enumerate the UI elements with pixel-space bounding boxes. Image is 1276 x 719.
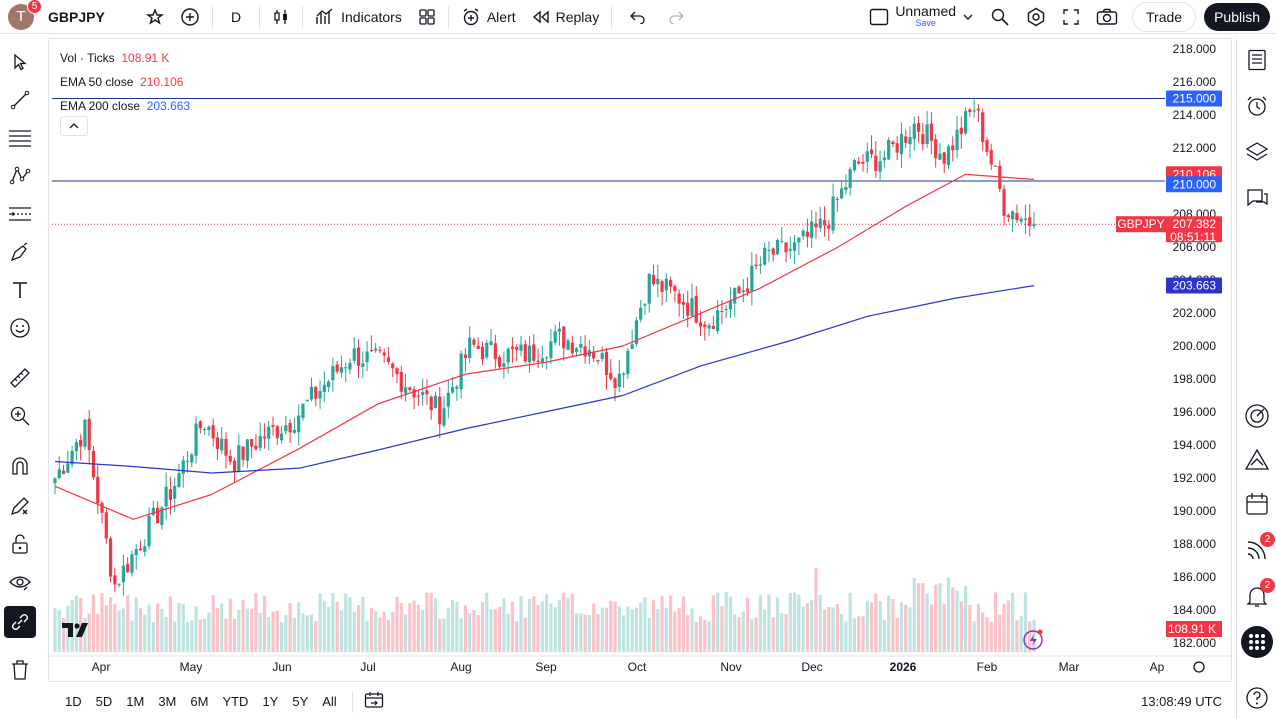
trash-icon[interactable] (4, 654, 36, 686)
avatar-letter: T (16, 8, 26, 25)
interval-button[interactable]: D (231, 8, 242, 25)
fullscreen-icon[interactable] (1054, 2, 1088, 32)
range-1y[interactable]: 1Y (262, 694, 279, 709)
forecast-icon[interactable] (4, 198, 36, 230)
calendar-icon[interactable] (1241, 488, 1273, 520)
save-link[interactable]: Save (915, 17, 936, 28)
range-5y[interactable]: 5Y (292, 694, 309, 709)
range-all[interactable]: All (322, 694, 337, 709)
range-1m[interactable]: 1M (126, 694, 145, 709)
ema50-label: EMA 50 close (60, 75, 134, 89)
redo-icon[interactable] (660, 2, 692, 32)
add-symbol-icon[interactable] (172, 2, 208, 32)
replay-label: Replay (555, 8, 600, 25)
quick-search-icon[interactable] (982, 2, 1018, 32)
separator (259, 5, 261, 28)
alarm-clock-icon[interactable] (1241, 90, 1273, 122)
trend-line-icon[interactable] (4, 84, 36, 116)
separator (212, 5, 213, 28)
brush-icon[interactable] (4, 236, 36, 268)
ema200-value: 203.663 (146, 99, 191, 113)
separator (447, 5, 449, 28)
notifications-badge: 2 (1260, 578, 1275, 593)
date-range-icon[interactable] (357, 691, 391, 712)
zoom-in-icon[interactable] (4, 400, 36, 432)
legend-collapse-button[interactable] (60, 116, 88, 136)
alarm-icon (463, 7, 479, 25)
indicator-legend: Vol · Ticks 108.91 K EMA 50 close 210.10… (60, 46, 190, 118)
indicators-button[interactable]: Indicators (307, 2, 410, 32)
indicators-icon (316, 8, 333, 24)
pattern-icon[interactable] (4, 160, 36, 192)
notification-badge: 5 (27, 0, 42, 14)
vol-label: Vol · Ticks (60, 51, 115, 65)
ruler-icon[interactable] (4, 362, 36, 394)
top-toolbar: T 5 GBPJPY D Indicators Alert Replay Unn… (0, 0, 1276, 34)
link-icon[interactable] (4, 606, 36, 638)
target-icon[interactable] (1241, 400, 1273, 432)
legend-ema50[interactable]: EMA 50 close 210.106 (60, 70, 190, 94)
clock-timezone[interactable]: 13:08:49 UTC (1141, 694, 1222, 709)
layout-select[interactable]: Unnamed Save (861, 2, 982, 32)
camera-icon[interactable] (1088, 2, 1126, 32)
layouts-icon[interactable] (410, 2, 444, 32)
tradingview-logo (62, 621, 94, 644)
replay-button[interactable]: Replay (524, 2, 608, 32)
drawing-toolbar (0, 40, 40, 719)
eye-icon[interactable] (4, 566, 36, 598)
chevron-down-icon (963, 14, 973, 20)
user-avatar[interactable]: T 5 (8, 0, 42, 30)
fib-retracement-icon[interactable] (4, 122, 36, 154)
watchlist-icon[interactable] (138, 2, 172, 32)
streams-icon[interactable]: 2 (1241, 532, 1275, 566)
vol-value: 108.91 K (121, 51, 170, 65)
chart-pane[interactable] (48, 38, 1232, 682)
range-ytd[interactable]: YTD (222, 694, 249, 709)
notifications-bell-icon[interactable]: 2 (1241, 578, 1275, 612)
trade-button[interactable]: Trade (1132, 1, 1197, 32)
watchlist-list-icon[interactable] (1241, 44, 1273, 76)
bottom-toolbar: 1D 5D 1M 3M 6M YTD 1Y 5Y All 13:08:49 UT… (48, 684, 1232, 719)
alert-button[interactable]: Alert (453, 2, 524, 32)
rewind-icon (532, 10, 549, 23)
range-5d[interactable]: 5D (95, 694, 113, 709)
right-widget-bar: 2 2 (1236, 38, 1276, 719)
cursor-icon[interactable] (4, 46, 36, 78)
candle-style-icon[interactable] (264, 2, 298, 32)
layout-name-text: Unnamed (895, 2, 957, 19)
magnet-icon[interactable] (4, 450, 36, 482)
apps-grid-icon[interactable] (1241, 626, 1273, 658)
emoji-icon[interactable] (4, 312, 36, 344)
layout-checkbox-icon (870, 8, 889, 25)
ema50-value: 210.106 (140, 75, 184, 89)
range-6m[interactable]: 6M (190, 694, 209, 709)
publish-button[interactable]: Publish (1204, 2, 1270, 31)
text-icon[interactable] (4, 274, 36, 306)
stay-drawing-icon[interactable] (4, 490, 36, 522)
legend-volume[interactable]: Vol · Ticks 108.91 K (60, 46, 190, 70)
lock-icon[interactable] (4, 528, 36, 560)
separator (611, 5, 613, 28)
chevron-up-icon (69, 123, 79, 129)
ema200-label: EMA 200 close (60, 99, 141, 113)
indicators-label: Indicators (341, 8, 402, 25)
alert-label: Alert (486, 8, 516, 25)
undo-icon[interactable] (616, 2, 660, 32)
help-icon[interactable] (1241, 682, 1273, 714)
legend-ema200[interactable]: EMA 200 close 203.663 (60, 94, 190, 118)
settings-gear-icon[interactable] (1018, 2, 1054, 32)
separator (351, 690, 353, 713)
chat-icon[interactable] (1241, 182, 1273, 214)
symbol-search-button[interactable]: GBPJPY (48, 8, 105, 25)
ideas-triangle-icon[interactable] (1241, 444, 1273, 476)
layers-icon[interactable] (1241, 136, 1273, 168)
layout-name: Unnamed Save (895, 2, 957, 29)
range-3m[interactable]: 3M (158, 694, 177, 709)
range-1d[interactable]: 1D (65, 694, 82, 709)
streams-badge: 2 (1260, 532, 1275, 547)
separator (302, 5, 304, 28)
